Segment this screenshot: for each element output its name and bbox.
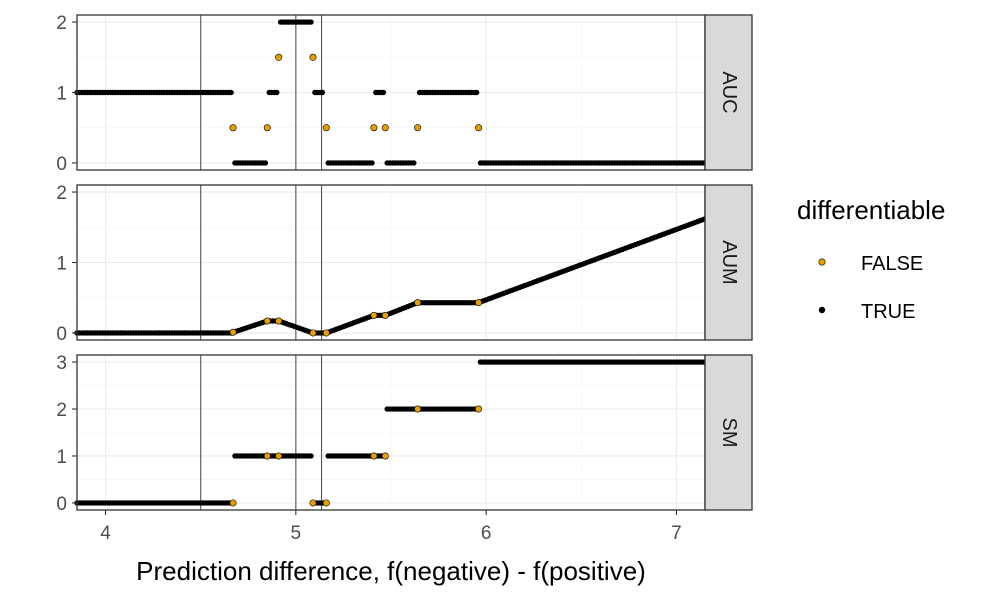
false-point (475, 405, 483, 413)
true-segment (74, 500, 234, 506)
legend-title: differentiable (797, 195, 945, 225)
false-point (229, 499, 237, 507)
y-tick-label: 2 (56, 13, 67, 34)
y-tick-label: 2 (56, 400, 67, 421)
false-point (309, 53, 317, 61)
true-segment (277, 19, 314, 25)
false-point (263, 452, 271, 460)
true-segment (312, 89, 326, 96)
false-point (322, 329, 330, 337)
y-tick-label: 1 (56, 254, 67, 275)
false-point (381, 311, 389, 319)
true-point (411, 160, 417, 166)
x-tick-label: 6 (481, 523, 492, 544)
false-point (370, 124, 378, 132)
true-point (380, 89, 387, 96)
y-tick-label: 2 (56, 183, 67, 204)
facet-strip-label: AUC (718, 71, 740, 113)
true-segment (232, 453, 314, 459)
false-point (414, 405, 422, 413)
x-axis: 4 5 6 7 (100, 510, 682, 544)
false-point (275, 452, 283, 460)
true-point (319, 89, 326, 96)
false-point (414, 124, 422, 132)
true-segment (74, 330, 234, 336)
false-point (381, 452, 389, 460)
true-point (308, 19, 314, 25)
panel-sm: SM 0 1 2 3 (56, 353, 753, 515)
false-point (263, 124, 271, 132)
facet-strip (704, 354, 753, 511)
y-tick-label: 1 (56, 447, 67, 468)
facet-strip-label: AUM (718, 240, 740, 284)
legend-label-false: FALSE (861, 253, 923, 275)
false-point (309, 499, 317, 507)
true-point (473, 89, 480, 96)
y-tick-label: 0 (56, 494, 67, 515)
panel-auc: AUC 0 1 2 (56, 13, 753, 175)
x-tick-label: 7 (671, 523, 682, 544)
y-tick-label: 0 (56, 154, 67, 175)
panel-aum: AUM 0 1 2 (56, 183, 753, 345)
false-point (263, 317, 271, 325)
x-tick-label: 5 (291, 523, 302, 544)
false-point (370, 311, 378, 319)
x-axis-title: Prediction difference, f(negative) - f(p… (136, 556, 646, 586)
facet-strip-label: SM (718, 418, 740, 448)
true-point (274, 89, 280, 96)
false-point (229, 124, 237, 132)
false-point (322, 499, 330, 507)
true-segment (477, 160, 708, 166)
facet-strip (704, 14, 753, 171)
true-point (262, 160, 269, 166)
legend-label-true: TRUE (861, 301, 915, 323)
panels-group: AUC 0 1 2 AUM 0 1 2 SM 0 1 2 3 (56, 13, 753, 515)
x-tick-label: 4 (100, 523, 111, 544)
y-tick-label: 1 (56, 84, 67, 105)
true-segment (416, 89, 480, 96)
false-point (475, 299, 483, 307)
true-segment (232, 160, 269, 166)
true-segment (384, 406, 480, 412)
false-point (275, 53, 283, 61)
false-point (322, 124, 330, 132)
false-point (309, 329, 317, 337)
false-point (229, 328, 237, 336)
facet-strip (704, 184, 753, 341)
y-tick-label: 0 (56, 324, 67, 345)
true-segment (414, 299, 482, 306)
false-point (381, 124, 389, 132)
true-segment (266, 89, 280, 96)
true-point (228, 89, 234, 96)
true-segment (373, 89, 387, 96)
true-segment (477, 359, 708, 365)
y-tick-label: 3 (56, 353, 67, 374)
false-point (414, 299, 422, 307)
true-segment (323, 312, 377, 336)
legend-key-true (818, 306, 826, 314)
false-point (370, 452, 378, 460)
true-point (369, 160, 375, 166)
true-segment (384, 160, 417, 166)
false-point (275, 317, 283, 325)
true-segment (74, 89, 234, 96)
true-segment (325, 160, 375, 166)
legend-key-false (818, 258, 826, 266)
false-point (475, 124, 483, 132)
true-point (308, 453, 314, 459)
legend: differentiable FALSE TRUE (797, 195, 945, 323)
